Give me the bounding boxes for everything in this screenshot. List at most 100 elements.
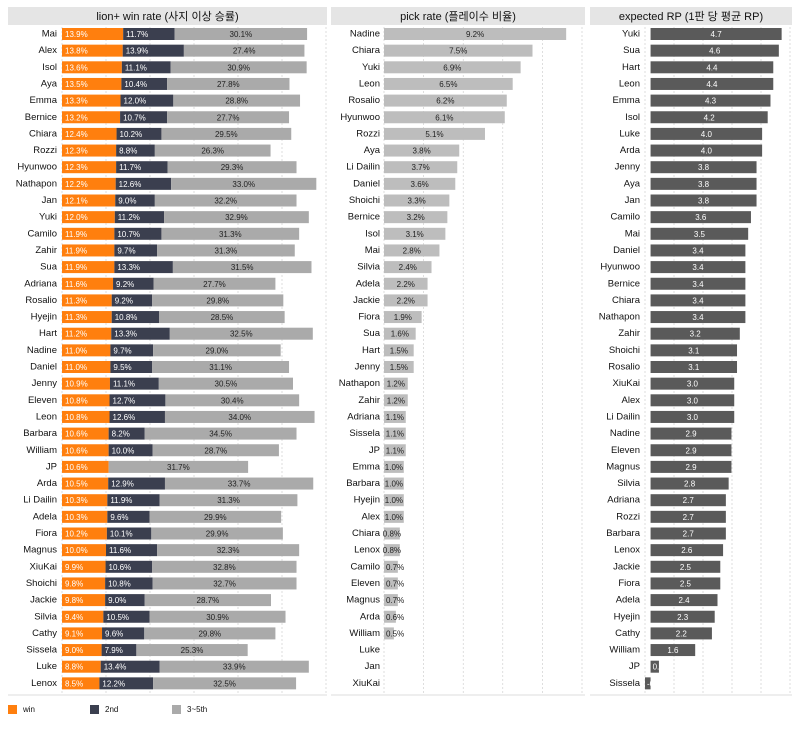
winrate-category-label: Jenny [32,378,58,389]
winrate-category-label: Nadine [27,345,57,356]
winrate-bar-win [62,311,112,324]
winrate-bar-2nd [105,560,153,573]
pick-category-label: Eleven [351,578,380,589]
winrate-bar-win [62,177,116,190]
pick-bar [384,227,446,240]
pick-category-label: Leon [359,78,380,89]
rp-value-label: 2.2 [676,629,688,638]
winrate-bar-2nd [114,244,158,257]
rp-category-label: William [609,645,640,656]
winrate-bar-3~5th [157,244,295,257]
rp-value-label: 3.4 [692,246,704,255]
winrate-value-label-3~5th: 32.3% [217,546,240,555]
winrate-bar-win [62,194,116,207]
pick-category-label: Mai [365,245,380,256]
winrate-value-label-win: 10.6% [65,446,88,455]
winrate-bar-3~5th [108,460,249,473]
rp-bar [650,394,735,407]
pick-value-label: 3.7% [412,163,430,172]
rp-category-label: Jackie [613,561,640,572]
rp-category-label: Nadine [610,428,640,439]
pick-category-label: Magnus [346,595,380,606]
rp-title-band [590,7,792,25]
pick-category-label: Nadine [350,29,380,40]
rp-bar [650,327,740,340]
pick-bar [384,477,404,490]
winrate-value-label-win: 9.0% [65,646,83,655]
winrate-title: lion+ win rate (사지 이상 승률) [96,10,238,23]
rp-value-label: 3.0 [687,396,699,405]
legend-swatch-2nd [90,705,99,715]
rp-bar [650,444,732,457]
winrate-bar-3~5th [159,494,298,507]
rp-value-label: 0.3 [653,663,665,672]
winrate-category-label: Eleven [28,395,57,406]
winrate-bar-3~5th [154,144,271,157]
pick-value-label: 1.0% [385,513,403,522]
pick-category-label: Chiara [352,528,381,539]
rp-bar [650,577,721,590]
winrate-bar-2nd [121,77,168,90]
winrate-bar-3~5th [144,427,297,440]
rp-bar [650,61,774,74]
winrate-bar-2nd [99,677,154,690]
pick-category-label: Aya [364,145,381,156]
rp-value-label: 3.1 [688,363,700,372]
winrate-bar-win [62,427,109,440]
winrate-value-label-3~5th: 34.0% [228,413,251,422]
pick-value-label: 6.1% [435,113,453,122]
winrate-bar-win [62,494,108,507]
pick-bar [384,544,400,557]
rp-category-label: Adela [616,595,641,606]
pick-bar [384,177,456,190]
rp-bar [650,510,726,523]
legend-item-win: win [8,704,35,718]
rp-bar [650,77,774,90]
winrate-value-label-win: 12.1% [65,197,88,206]
pick-bar [384,577,398,590]
pick-bar [384,294,428,307]
rp-bar [650,194,757,207]
rp-value-label: 4.4 [706,63,718,72]
winrate-category-label: Rozzi [33,145,57,156]
pick-value-label: 1.2% [387,380,405,389]
winrate-value-label-2nd: 10.8% [108,579,131,588]
winrate-value-label-2nd: 9.6% [105,629,123,638]
winrate-value-label-win: 13.2% [65,113,88,122]
winrate-bar-2nd [111,327,170,340]
winrate-bar-2nd [121,61,171,74]
winrate-bar-3~5th [157,544,300,557]
winrate-bar-win [62,527,107,540]
winrate-bar-3~5th [164,410,315,423]
winrate-category-label: Lenox [31,678,57,689]
rp-value-label: 4.0 [701,147,713,156]
winrate-bar-3~5th [159,660,309,673]
rp-category-label: Sua [623,45,641,56]
pick-bar [384,594,398,607]
winrate-value-label-win: 10.8% [65,396,88,405]
rp-category-label: Emma [613,95,641,106]
winrate-bar-3~5th [167,161,297,174]
rp-bar [650,227,749,240]
pick-bar [384,111,505,124]
winrate-value-label-2nd: 10.8% [115,313,138,322]
winrate-value-label-3~5th: 27.4% [233,47,256,56]
winrate-title-band [8,7,327,25]
winrate-category-label: Isol [42,62,57,73]
rp-value-label: 2.7 [683,530,695,539]
pick-bar [384,127,485,140]
winrate-bar-win [62,294,112,307]
winrate-bar-win [62,477,109,490]
rp-bar [650,161,757,174]
winrate-bar-3~5th [136,644,248,657]
winrate-value-label-2nd: 10.1% [110,530,133,539]
pick-value-label: 3.6% [411,180,429,189]
rp-bar [650,144,763,157]
rp-category-label: Luke [619,128,640,139]
rp-bar [650,311,746,324]
winrate-category-label: Arda [37,478,58,489]
pick-category-label: Zahir [358,395,380,406]
pick-value-label: 7.5% [449,47,467,56]
rp-value-label: 3.0 [687,413,699,422]
winrate-value-label-win: 11.3% [65,296,87,305]
